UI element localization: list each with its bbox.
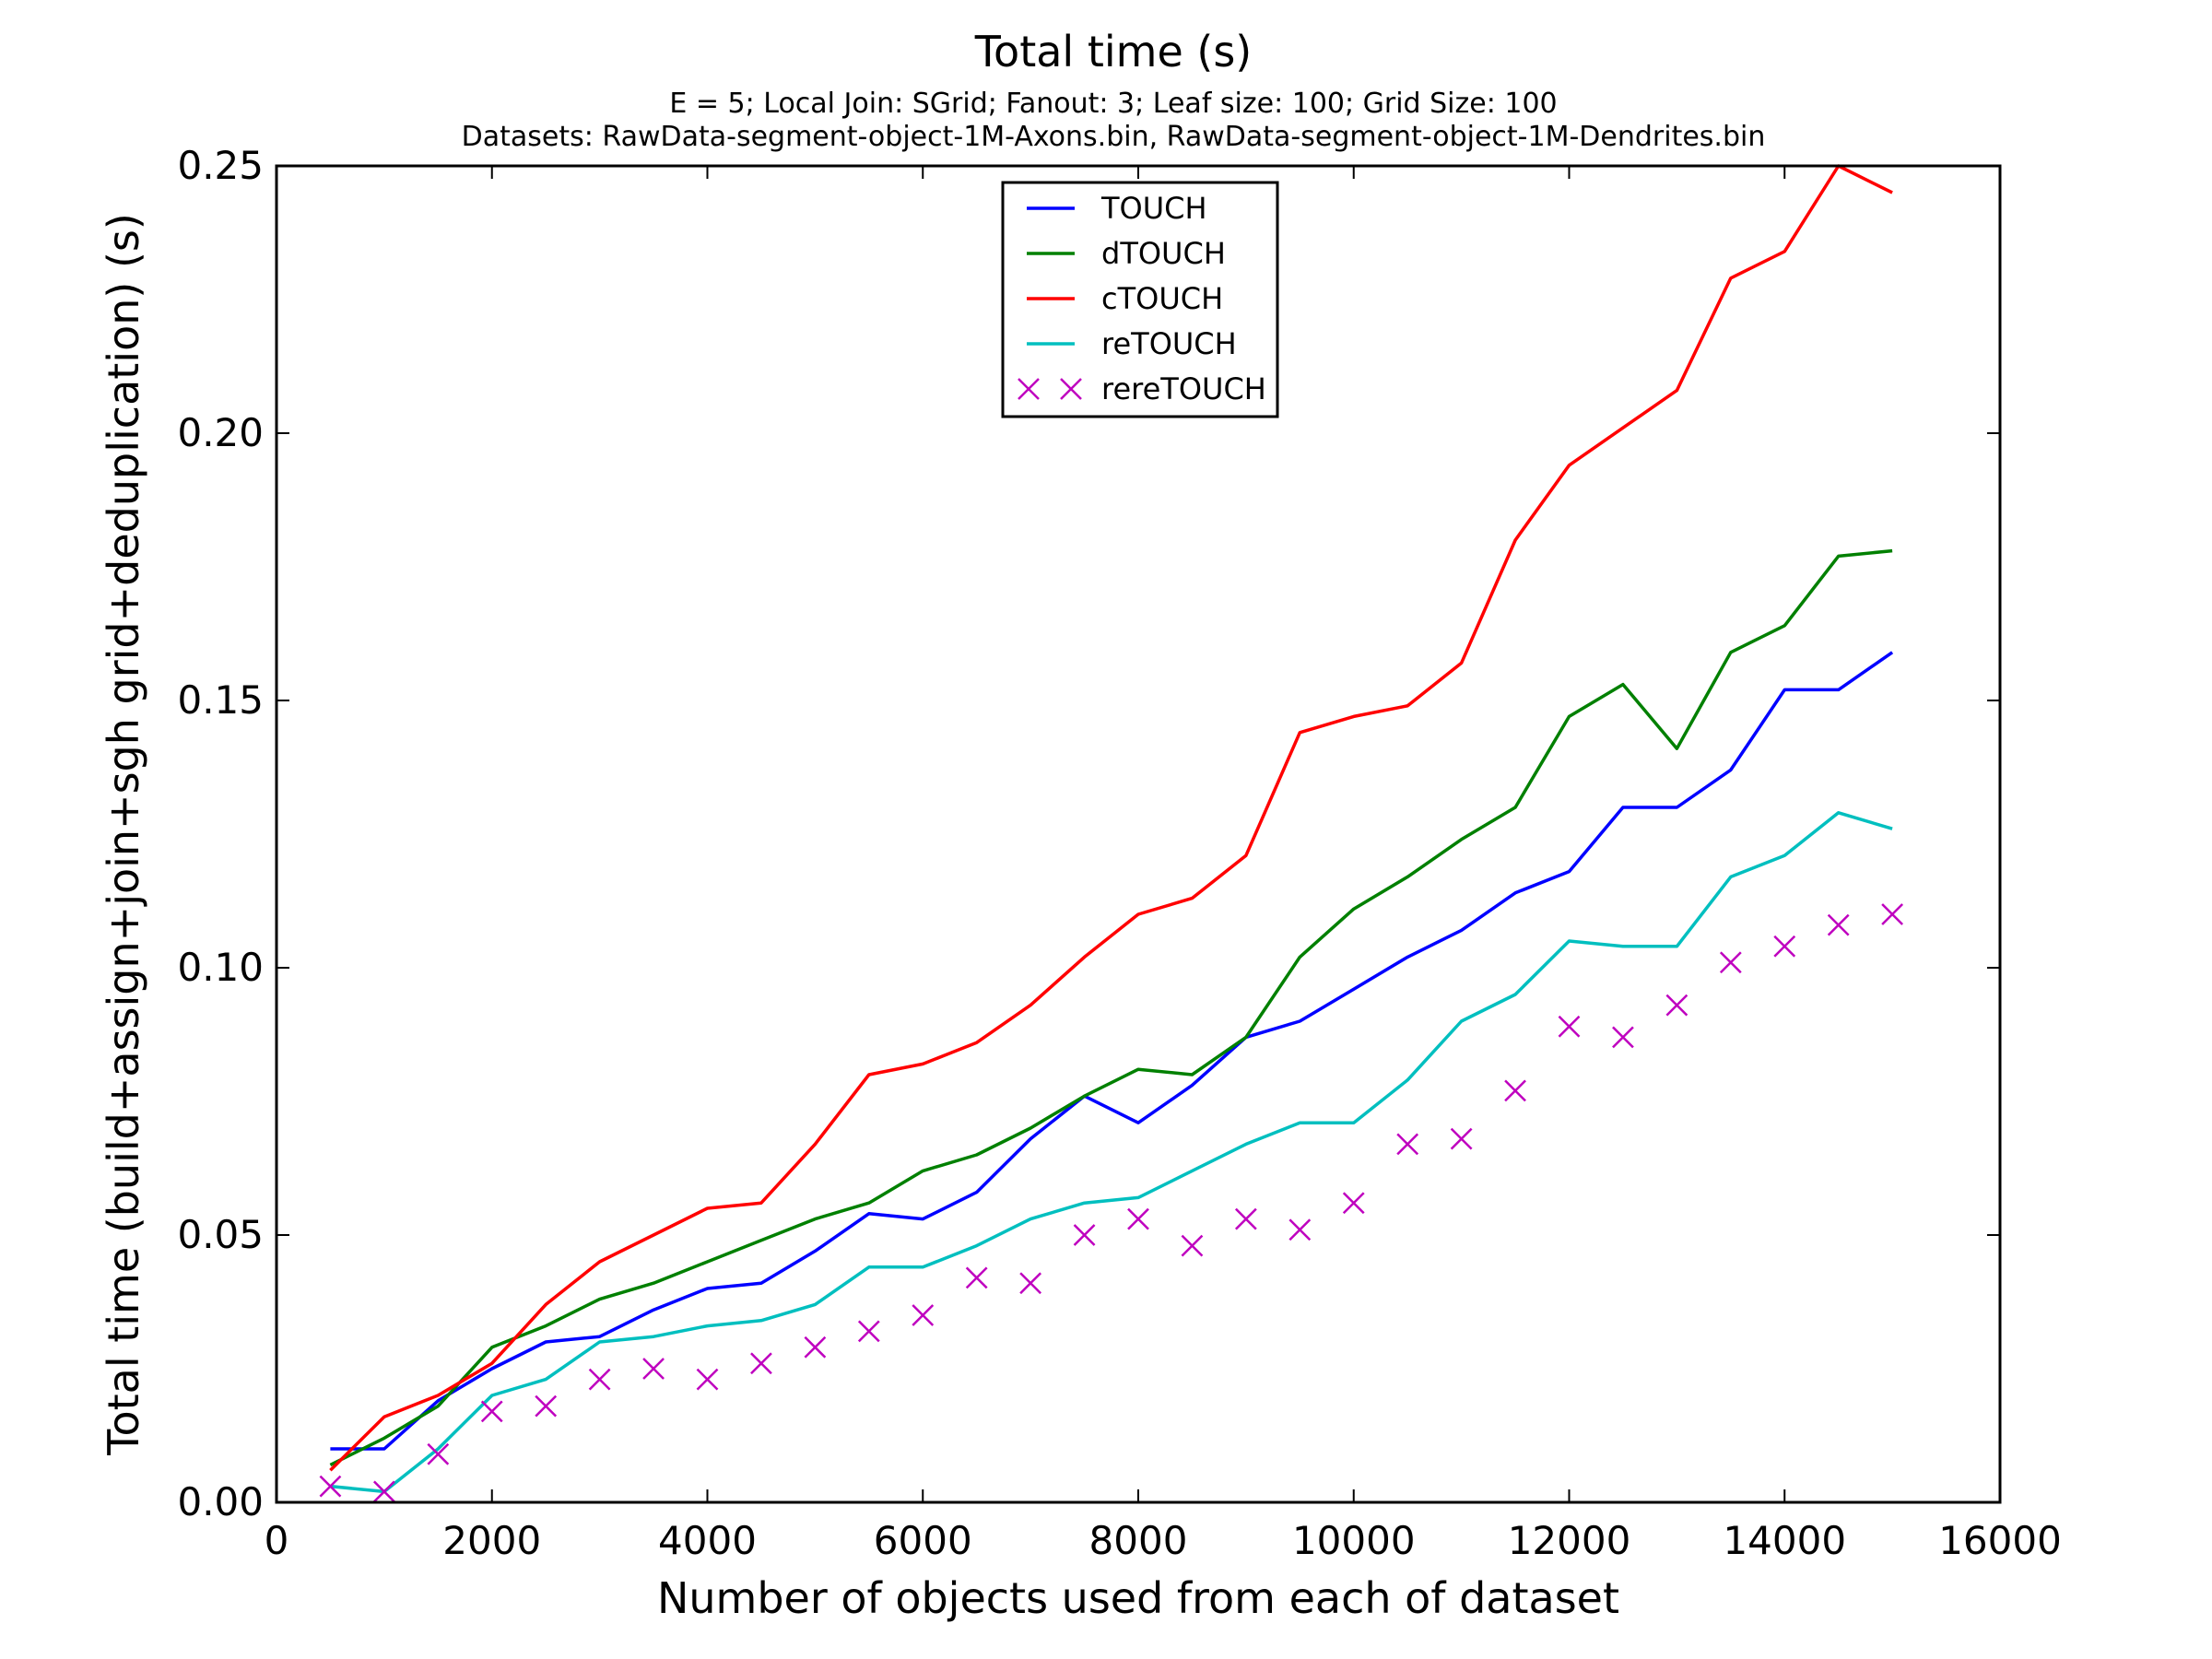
data-point-reretouch [427, 1442, 450, 1465]
y-tick-label: 0.20 [177, 410, 264, 455]
data-point-reretouch [965, 1266, 988, 1289]
legend-label-touch: TOUCH [1100, 191, 1207, 226]
x-tick-label: 0 [265, 1518, 289, 1563]
data-point-reretouch [372, 1480, 395, 1503]
data-point-reretouch [912, 1304, 935, 1326]
data-point-reretouch [750, 1352, 772, 1375]
data-point-reretouch [1396, 1133, 1419, 1156]
data-point-reretouch [535, 1394, 558, 1418]
plot-area [319, 164, 1904, 1503]
series-markers-reretouch [319, 903, 1904, 1503]
legend-marker-reretouch [1060, 378, 1082, 400]
data-point-reretouch [1127, 1207, 1149, 1230]
data-point-reretouch [1558, 1015, 1581, 1038]
data-point-reretouch [696, 1368, 719, 1391]
x-tick-label: 6000 [874, 1518, 972, 1563]
legend-label-reretouch: rereTOUCH [1101, 371, 1266, 406]
x-tick-label: 12000 [1508, 1518, 1631, 1563]
x-axis-label: Number of objects used from each of data… [657, 1573, 1619, 1623]
data-point-reretouch [1504, 1079, 1526, 1102]
axis-ticks: 0 2000 4000 6000 8000 10000 12000 14000 16000 0.0… [177, 143, 2061, 1563]
legend-label-dtouch: dTOUCH [1101, 236, 1226, 271]
y-tick-label: 0.25 [177, 143, 264, 188]
legend-marker-reretouch [1018, 378, 1040, 400]
x-tick-label: 4000 [658, 1518, 757, 1563]
plot-frame [275, 164, 2002, 1504]
series-line-dtouch [329, 548, 1893, 1466]
x-tick-label: 8000 [1089, 1518, 1188, 1563]
legend: TOUCH dTOUCH cTOUCH reTOUCH rereTOUCH [1001, 181, 1279, 418]
data-point-reretouch [1612, 1026, 1634, 1049]
legend-label-ctouch: cTOUCH [1101, 281, 1223, 316]
x-tick-label: 2000 [442, 1518, 541, 1563]
data-point-reretouch [1450, 1127, 1473, 1150]
data-point-reretouch [804, 1335, 827, 1359]
data-point-reretouch [1234, 1207, 1257, 1230]
series-line-touch [330, 651, 1894, 1451]
x-tick-label: 10000 [1292, 1518, 1416, 1563]
y-tick-label: 0.10 [177, 945, 264, 990]
data-point-reretouch [1073, 1224, 1096, 1246]
data-point-reretouch [642, 1358, 665, 1380]
data-point-reretouch [1019, 1272, 1042, 1295]
data-point-reretouch [1719, 951, 1742, 974]
data-point-reretouch [1773, 935, 1796, 958]
chart-subtitle-line-2: Datasets: RawData-segment-object-1M-Axon… [462, 121, 1766, 153]
data-point-reretouch [1181, 1234, 1204, 1257]
data-point-reretouch [1342, 1192, 1365, 1215]
y-tick-label: 0.15 [177, 677, 264, 723]
chart-subtitle-line-1: E = 5; Local Join: SGrid; Fanout: 3; Lea… [669, 88, 1557, 120]
y-tick-label: 0.00 [177, 1479, 264, 1524]
data-point-reretouch [1881, 903, 1904, 925]
y-tick-label: 0.05 [177, 1212, 264, 1257]
y-axis-label: Total time (build+assign+join+sgh grid+d… [99, 213, 148, 1456]
data-point-reretouch [1288, 1218, 1312, 1241]
legend-label-retouch: reTOUCH [1101, 326, 1237, 361]
legend-swatch-reretouch [1018, 378, 1082, 400]
series-line-ctouch [329, 164, 1893, 1472]
data-point-reretouch [857, 1320, 880, 1343]
series-line-retouch [330, 811, 1893, 1494]
data-point-reretouch [1827, 913, 1850, 936]
data-point-reretouch [1665, 994, 1688, 1017]
data-point-reretouch [319, 1475, 342, 1498]
x-tick-label: 16000 [1938, 1518, 2062, 1563]
data-point-reretouch [480, 1400, 503, 1423]
x-tick-label: 14000 [1723, 1518, 1846, 1563]
data-point-reretouch [588, 1368, 611, 1391]
chart-title: Total time (s) [974, 27, 1252, 76]
